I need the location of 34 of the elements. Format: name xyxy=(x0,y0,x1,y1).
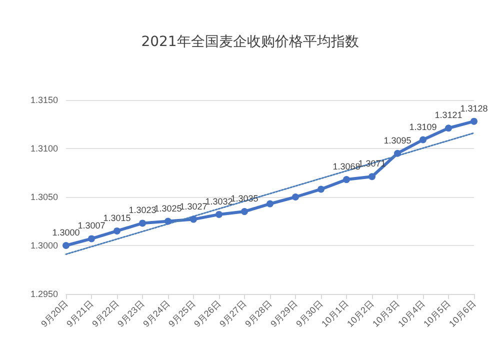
data-label: 1.3095 xyxy=(384,135,412,146)
point xyxy=(470,118,478,125)
point xyxy=(216,210,222,218)
data-label: 1.3068 xyxy=(332,162,360,172)
data-label: 1.3109 xyxy=(409,122,437,132)
data-label: 1.3032 xyxy=(205,196,233,206)
data-label: 1.3128 xyxy=(460,103,488,114)
data-label: 1.3025 xyxy=(154,203,182,214)
point xyxy=(139,220,146,227)
point xyxy=(292,194,299,200)
y-tick-label: 1.3150 xyxy=(30,95,58,105)
point xyxy=(343,176,350,184)
point xyxy=(368,173,376,180)
data-label: 1.3015 xyxy=(103,212,131,223)
data-label: 1.3000 xyxy=(52,228,80,238)
point xyxy=(114,227,120,234)
point xyxy=(241,208,248,216)
point xyxy=(62,242,70,249)
data-label: 1.3007 xyxy=(78,220,106,231)
point xyxy=(190,216,197,223)
point xyxy=(394,150,401,157)
point xyxy=(445,124,452,132)
point xyxy=(88,235,95,242)
y-tick-label: 1.2950 xyxy=(30,289,58,299)
point xyxy=(266,200,274,208)
y-tick-label: 1.3100 xyxy=(30,144,58,154)
data-label: 1.3023 xyxy=(128,205,156,216)
chart-title: 2021年全国麦企收购价格平均指数 xyxy=(141,34,359,50)
y-tick-label: 1.3000 xyxy=(30,240,58,250)
y-tick-label: 1.3050 xyxy=(30,192,58,202)
point xyxy=(164,218,172,225)
point xyxy=(420,136,426,144)
point xyxy=(318,186,324,193)
data-label: 1.3121 xyxy=(434,110,462,120)
